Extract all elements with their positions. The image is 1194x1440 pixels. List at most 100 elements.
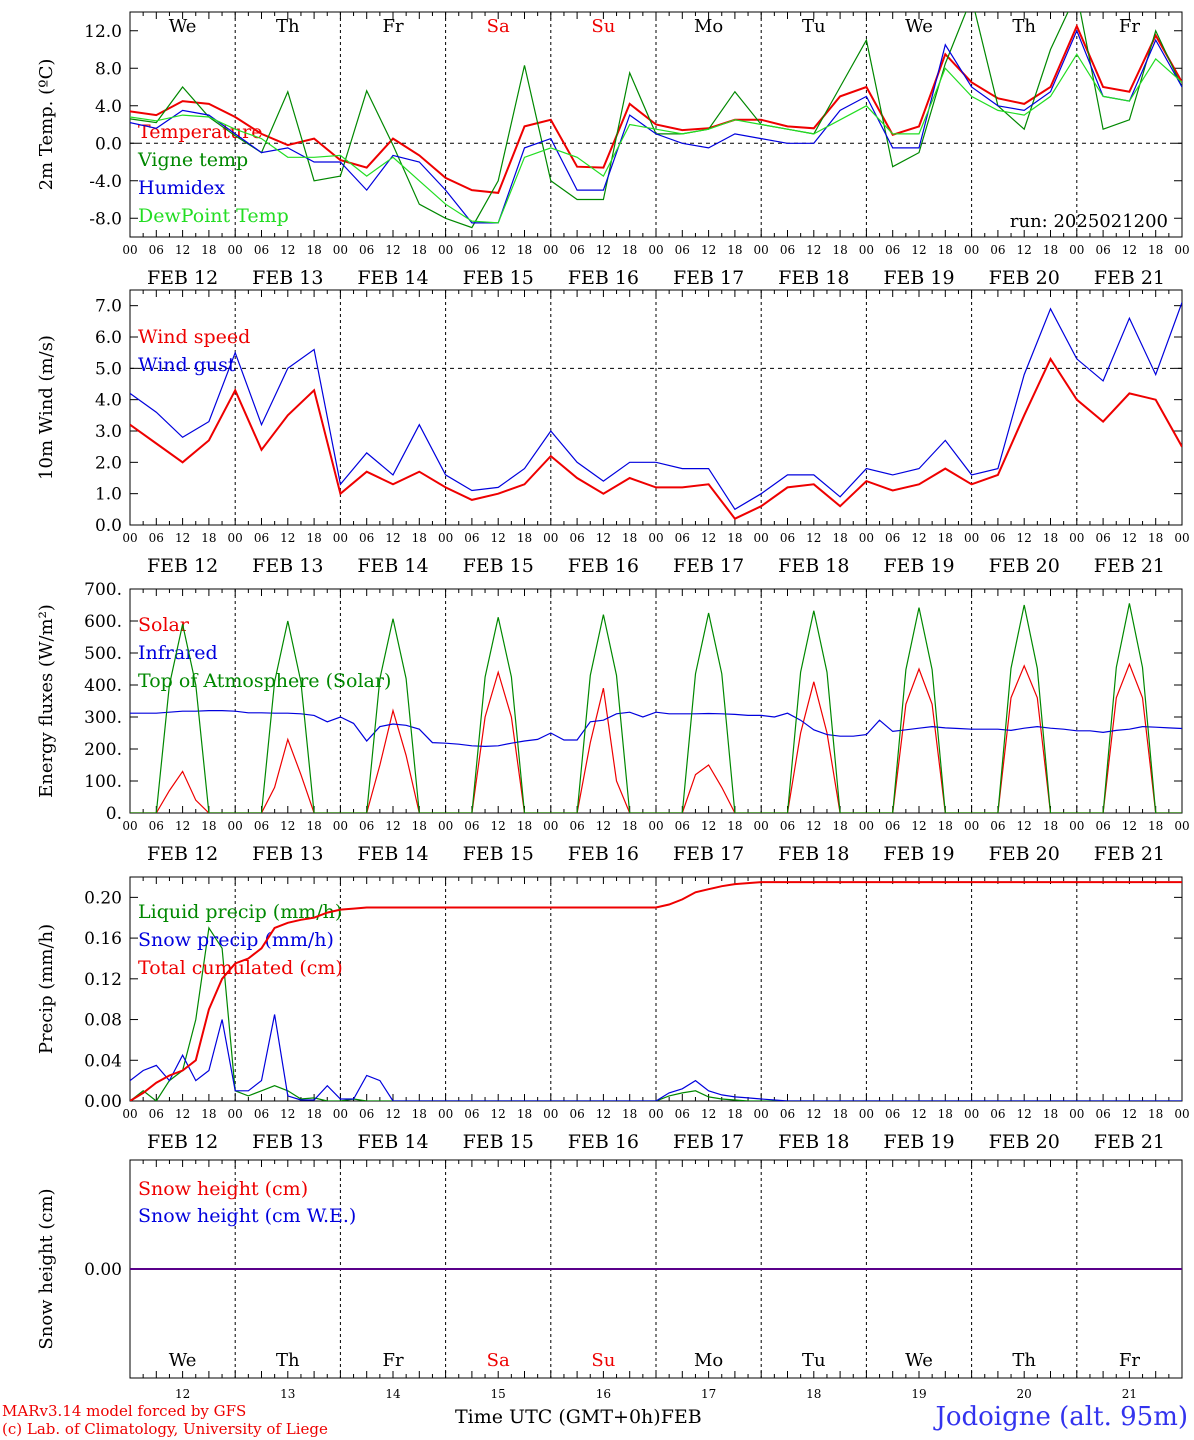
- weekday-label: Fr: [1119, 16, 1140, 37]
- day-number: 15: [491, 1387, 506, 1400]
- hour-tick-label: 12: [596, 243, 611, 257]
- panel-1: 00 06 12 18 FEB 12 00 06 12 18 FEB 13 00 06 12 18 FEB …: [36, 11, 1190, 289]
- model-credit: MARv3.14 model forced by GFS: [2, 1402, 247, 1420]
- weekday-label: Mo: [694, 16, 723, 37]
- hour-tick-label: 18: [1043, 531, 1058, 545]
- y-tick-label: 4.0: [95, 391, 122, 411]
- hour-tick-label: 06: [464, 819, 479, 833]
- hour-tick-label: 06: [569, 819, 584, 833]
- legend-entry: Wind speed: [138, 326, 250, 348]
- y-tick-label: 7.0: [95, 297, 122, 317]
- hour-tick-label: 00: [333, 819, 348, 833]
- hour-tick-label: 00: [1069, 243, 1084, 257]
- hour-tick-label: 18: [1043, 243, 1058, 257]
- weekday-label: Fr: [1119, 1350, 1140, 1371]
- hour-tick-label: 06: [149, 243, 164, 257]
- hour-tick-label: 12: [596, 531, 611, 545]
- y-tick-label: 0.: [106, 804, 122, 824]
- hour-tick-label: 12: [701, 1107, 716, 1121]
- hour-tick-label: 00: [754, 1107, 769, 1121]
- legend-entry: Wind gust: [138, 354, 236, 376]
- hour-tick-label: 00: [859, 1107, 874, 1121]
- series-line: [130, 926, 1182, 1101]
- hour-tick-label: 06: [569, 531, 584, 545]
- hour-tick-label: 12: [806, 243, 821, 257]
- date-label: FEB 21: [1094, 1131, 1165, 1153]
- date-label: FEB 16: [568, 843, 639, 865]
- meteogram-chart: 00 06 12 18 FEB 12 00 06 12 18 FEB 13 00 06 12 18 FEB …: [36, 11, 1190, 1400]
- hour-tick-label: 00: [228, 243, 243, 257]
- hour-tick-label: 00: [438, 531, 453, 545]
- hour-tick-label: 18: [832, 1107, 847, 1121]
- x-axis-title-text: Time UTC (GMT+0h): [455, 1406, 661, 1428]
- day-number: 21: [1122, 1387, 1137, 1400]
- hour-tick-label: 18: [517, 1107, 532, 1121]
- hour-tick-label: 18: [412, 243, 427, 257]
- hour-tick-label: 06: [885, 819, 900, 833]
- series-line: [130, 23, 1182, 194]
- weekday-label: Fr: [382, 1350, 403, 1371]
- weekday-label: Sa: [487, 1350, 510, 1371]
- hour-tick-label: 00: [543, 819, 558, 833]
- y-tick-label: 0.0: [95, 516, 122, 536]
- hour-tick-label: 12: [701, 531, 716, 545]
- series-line: [130, 302, 1182, 511]
- weekday-label: We: [905, 16, 933, 37]
- hour-tick-label: 06: [569, 243, 584, 257]
- hour-tick-label: 06: [1095, 531, 1110, 545]
- hour-tick-label: 00: [648, 243, 663, 257]
- date-label: FEB 15: [463, 267, 534, 289]
- hour-tick-label: 00: [122, 243, 137, 257]
- legend-entry: DewPoint Temp: [138, 205, 289, 227]
- hour-tick-label: 12: [385, 1107, 400, 1121]
- hour-tick-label: 12: [701, 819, 716, 833]
- hour-tick-label: 12: [806, 819, 821, 833]
- y-tick-label: 4.0: [95, 97, 122, 117]
- hour-tick-label: 18: [412, 1107, 427, 1121]
- date-label: FEB 18: [778, 555, 849, 577]
- y-axis-title: Energy fluxes (W/m²): [36, 604, 57, 798]
- hour-tick-label: 18: [622, 819, 637, 833]
- hour-tick-label: 00: [648, 1107, 663, 1121]
- legend-entry: Vigne temp: [137, 149, 248, 171]
- series-line: [130, 881, 1182, 1101]
- hour-tick-label: 06: [359, 243, 374, 257]
- panel-5: We Th Fr Sa Su Mo Tu We Th Fr 0.00 Snow height (cm)…: [36, 1159, 1183, 1400]
- y-tick-label: 0.20: [84, 888, 122, 908]
- y-tick-label: -8.0: [89, 209, 122, 229]
- date-label: FEB 14: [357, 555, 428, 577]
- weekday-label: Th: [276, 1350, 300, 1371]
- hour-tick-label: 06: [464, 1107, 479, 1121]
- date-label: FEB 12: [147, 843, 218, 865]
- hour-tick-label: 00: [1069, 531, 1084, 545]
- hour-tick-label: 00: [964, 243, 979, 257]
- hour-tick-label: 06: [990, 243, 1005, 257]
- hour-tick-label: 12: [1122, 1107, 1137, 1121]
- hour-tick-label: 00: [333, 243, 348, 257]
- date-label: FEB 20: [989, 267, 1060, 289]
- hour-tick-label: 18: [938, 243, 953, 257]
- date-label: FEB 20: [989, 555, 1060, 577]
- weekday-label: Th: [276, 16, 300, 37]
- hour-tick-label: 06: [254, 531, 269, 545]
- hour-tick-label: 00: [122, 819, 137, 833]
- weekday-label: Mo: [694, 1350, 723, 1371]
- y-tick-label: 0.0: [95, 134, 122, 154]
- date-label: FEB 14: [357, 1131, 428, 1153]
- legend-entry: Liquid precip (mm/h): [138, 901, 342, 923]
- copyright-credit: (c) Lab. of Climatology, University of L…: [2, 1420, 328, 1438]
- y-tick-label: 500.: [84, 644, 122, 664]
- y-tick-label: 0.12: [84, 970, 122, 990]
- weekday-label: We: [169, 16, 197, 37]
- hour-tick-label: 06: [254, 819, 269, 833]
- hour-tick-label: 00: [964, 531, 979, 545]
- weekday-label: Fr: [382, 16, 403, 37]
- y-axis-title: Precip (mm/h): [36, 924, 57, 1054]
- date-label: FEB 13: [252, 843, 323, 865]
- hour-tick-label: 06: [464, 243, 479, 257]
- hour-tick-label: 00: [859, 819, 874, 833]
- hour-tick-label: 06: [149, 1107, 164, 1121]
- hour-tick-label: 18: [622, 243, 637, 257]
- hour-tick-label: 18: [727, 819, 742, 833]
- hour-tick-label: 00: [1174, 819, 1189, 833]
